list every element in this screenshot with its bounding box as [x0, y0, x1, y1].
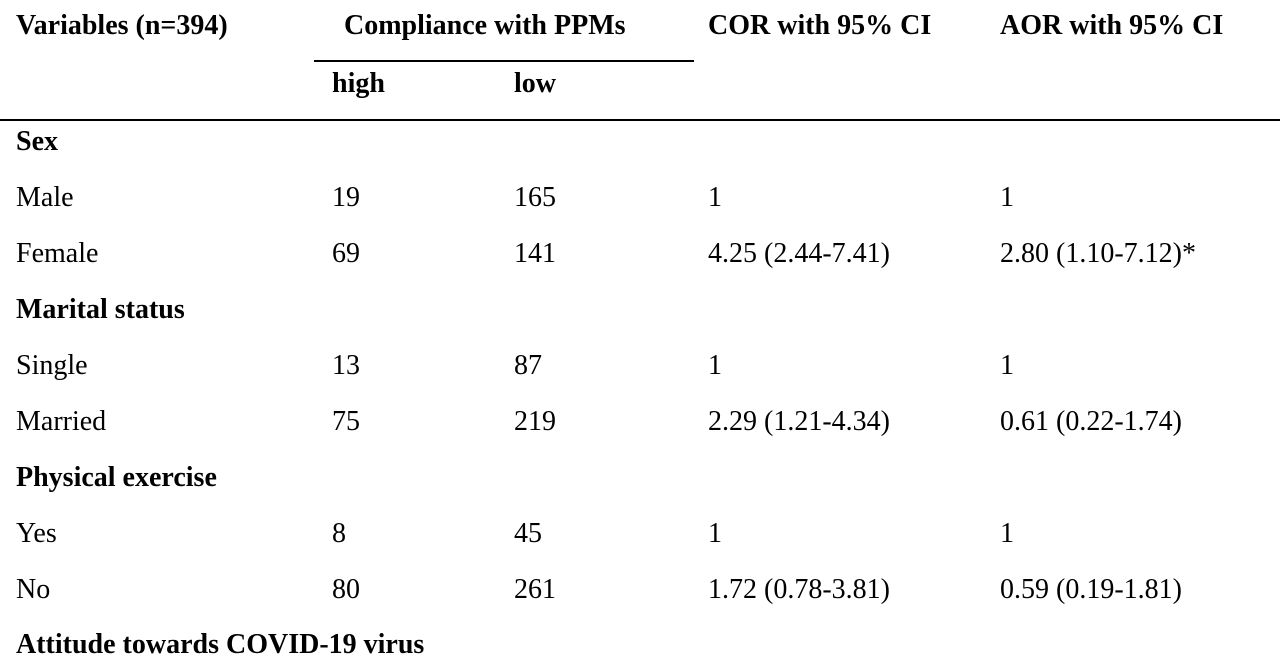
header-high: high — [332, 68, 385, 99]
row-label: Male — [16, 182, 74, 213]
cell-low: 87 — [514, 350, 542, 381]
group-label: Attitude towards COVID-19 virus — [16, 629, 425, 660]
row-label: No — [16, 574, 51, 605]
cell-cor: 1 — [708, 182, 722, 213]
cell-high: 8 — [332, 518, 346, 549]
compliance-underline — [314, 60, 694, 62]
cell-cor: 2.29 (1.21-4.34) — [708, 406, 890, 437]
cell-cor: 4.25 (2.44-7.41) — [708, 238, 890, 269]
header-low: low — [514, 68, 556, 99]
group-label: Marital status — [16, 294, 185, 325]
group-label: Sex — [16, 126, 58, 157]
header-variables: Variables (n=394) — [16, 10, 228, 41]
row-label: Yes — [16, 518, 57, 549]
cell-aor: 0.61 (0.22-1.74) — [1000, 406, 1182, 437]
row-label: Married — [16, 406, 107, 437]
cell-high: 13 — [332, 350, 360, 381]
header-cor: COR with 95% CI — [708, 10, 932, 41]
header-compliance: Compliance with PPMs — [344, 10, 626, 41]
row-label: Single — [16, 350, 88, 381]
cell-low: 141 — [514, 238, 556, 269]
cell-aor: 0.59 (0.19-1.81) — [1000, 574, 1182, 605]
row-label: Female — [16, 238, 99, 269]
header-aor: AOR with 95% CI — [1000, 10, 1224, 41]
cell-low: 45 — [514, 518, 542, 549]
cell-aor: 1 — [1000, 182, 1014, 213]
cell-high: 69 — [332, 238, 360, 269]
cell-high: 19 — [332, 182, 360, 213]
cell-low: 219 — [514, 406, 556, 437]
cell-high: 75 — [332, 406, 360, 437]
cell-aor: 2.80 (1.10-7.12)* — [1000, 238, 1196, 269]
cell-aor: 1 — [1000, 518, 1014, 549]
cell-cor: 1 — [708, 518, 722, 549]
cell-low: 165 — [514, 182, 556, 213]
cell-low: 261 — [514, 574, 556, 605]
cell-aor: 1 — [1000, 350, 1014, 381]
cell-cor: 1 — [708, 350, 722, 381]
cell-cor: 1.72 (0.78-3.81) — [708, 574, 890, 605]
header-bottom-rule — [0, 119, 1280, 121]
group-label: Physical exercise — [16, 462, 217, 493]
cell-high: 80 — [332, 574, 360, 605]
